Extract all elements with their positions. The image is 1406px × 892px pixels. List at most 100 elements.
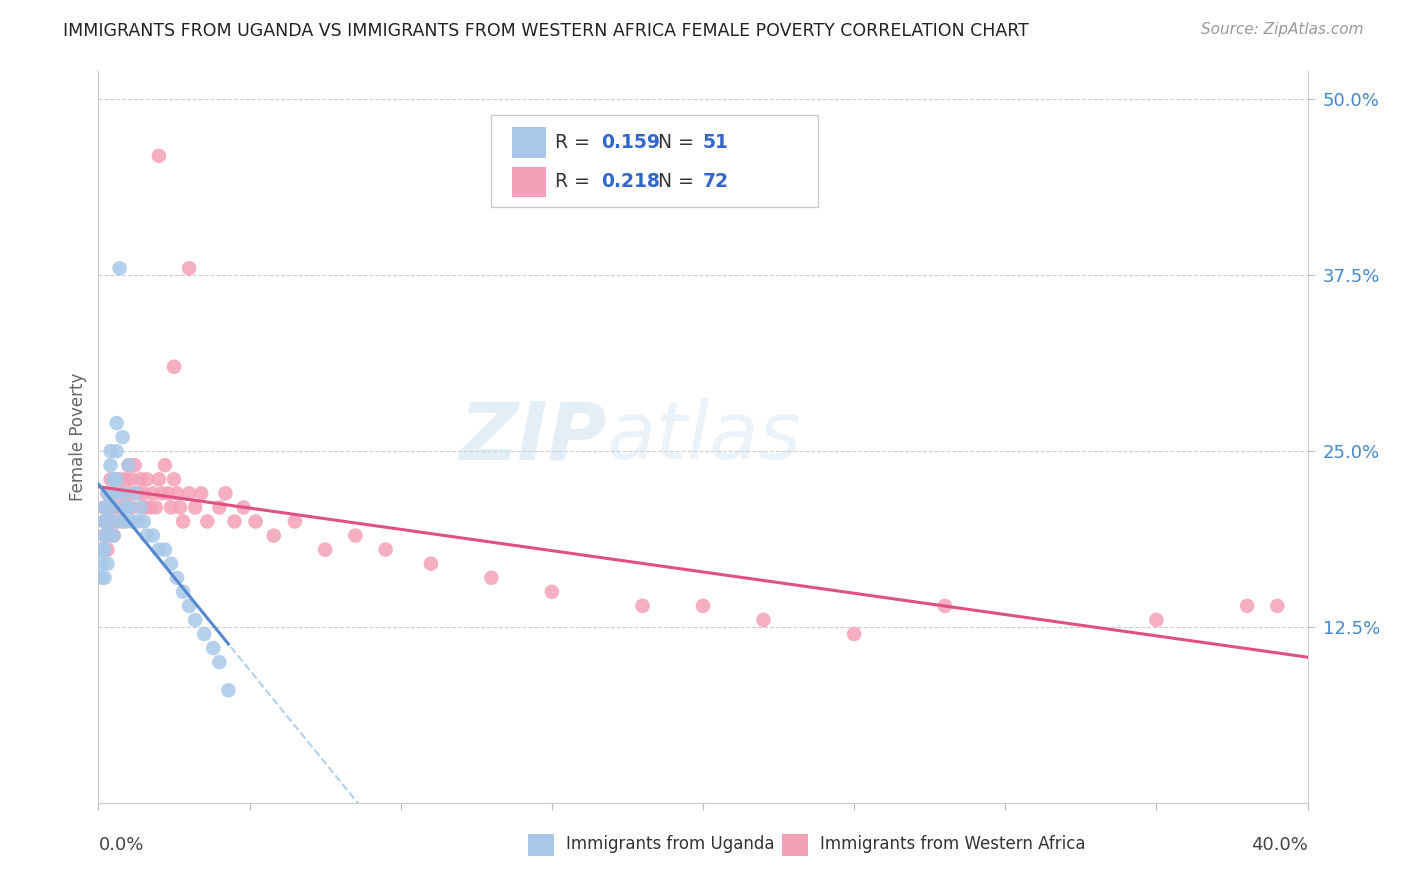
- Point: [93, 571, 115, 585]
- Point: [100, 458, 122, 473]
- Point: [631, 599, 654, 613]
- Point: [93, 542, 115, 557]
- Point: [195, 515, 218, 529]
- Point: [1267, 599, 1289, 613]
- Point: [114, 500, 136, 515]
- Point: [96, 515, 118, 529]
- Point: [121, 500, 143, 515]
- Point: [420, 557, 443, 571]
- Bar: [512, 127, 546, 158]
- Point: [184, 613, 207, 627]
- Point: [148, 542, 170, 557]
- Point: [214, 486, 236, 500]
- Point: [96, 515, 118, 529]
- Point: [208, 655, 231, 669]
- Point: [193, 627, 215, 641]
- Point: [169, 500, 191, 515]
- Point: [103, 528, 125, 542]
- Point: [93, 528, 115, 542]
- Point: [172, 584, 194, 599]
- Point: [96, 500, 118, 515]
- Point: [135, 528, 157, 542]
- Point: [163, 472, 186, 486]
- FancyBboxPatch shape: [492, 115, 818, 207]
- Point: [118, 500, 141, 515]
- Point: [105, 416, 128, 430]
- Point: [692, 599, 714, 613]
- Point: [100, 486, 122, 500]
- Point: [118, 486, 141, 500]
- Point: [111, 486, 134, 500]
- Text: Immigrants from Uganda: Immigrants from Uganda: [567, 835, 775, 853]
- Text: 51: 51: [703, 133, 728, 152]
- Point: [124, 486, 146, 500]
- Point: [314, 542, 336, 557]
- Point: [179, 599, 201, 613]
- Point: [103, 500, 125, 515]
- Point: [481, 571, 503, 585]
- Point: [344, 528, 367, 542]
- Point: [90, 542, 112, 557]
- Point: [1144, 613, 1167, 627]
- Text: 72: 72: [703, 172, 728, 192]
- Point: [1236, 599, 1258, 613]
- Point: [540, 584, 562, 599]
- Point: [132, 486, 155, 500]
- Point: [103, 500, 125, 515]
- Point: [90, 542, 112, 557]
- Point: [111, 486, 134, 500]
- Point: [202, 641, 225, 656]
- Point: [179, 486, 201, 500]
- Point: [132, 515, 155, 529]
- Point: [96, 557, 118, 571]
- Point: [129, 500, 152, 515]
- Point: [844, 627, 866, 641]
- Point: [96, 500, 118, 515]
- Point: [121, 472, 143, 486]
- Point: [114, 515, 136, 529]
- Point: [245, 515, 267, 529]
- Point: [142, 528, 165, 542]
- Point: [108, 500, 131, 515]
- Point: [100, 528, 122, 542]
- Point: [100, 444, 122, 458]
- Point: [150, 486, 173, 500]
- Point: [127, 515, 149, 529]
- Point: [96, 486, 118, 500]
- Point: [118, 458, 141, 473]
- Point: [100, 515, 122, 529]
- Text: R =: R =: [555, 133, 596, 152]
- Point: [121, 515, 143, 529]
- Point: [108, 472, 131, 486]
- Point: [96, 486, 118, 500]
- Point: [156, 486, 179, 500]
- Point: [132, 500, 155, 515]
- Point: [103, 528, 125, 542]
- Text: ZIP: ZIP: [458, 398, 606, 476]
- Point: [105, 472, 128, 486]
- Point: [108, 261, 131, 276]
- Text: N =: N =: [658, 172, 700, 192]
- Point: [148, 149, 170, 163]
- Bar: [527, 834, 554, 856]
- Point: [263, 528, 285, 542]
- Point: [114, 472, 136, 486]
- Text: N =: N =: [658, 133, 700, 152]
- Point: [93, 500, 115, 515]
- Text: Source: ZipAtlas.com: Source: ZipAtlas.com: [1201, 22, 1364, 37]
- Point: [93, 515, 115, 529]
- Point: [145, 500, 167, 515]
- Point: [142, 486, 165, 500]
- Point: [284, 515, 307, 529]
- Point: [127, 486, 149, 500]
- Point: [90, 571, 112, 585]
- Point: [153, 542, 176, 557]
- Point: [105, 486, 128, 500]
- Point: [90, 557, 112, 571]
- Text: 0.0%: 0.0%: [98, 836, 143, 854]
- Point: [103, 486, 125, 500]
- Point: [100, 500, 122, 515]
- Point: [129, 472, 152, 486]
- Point: [105, 515, 128, 529]
- Point: [118, 458, 141, 473]
